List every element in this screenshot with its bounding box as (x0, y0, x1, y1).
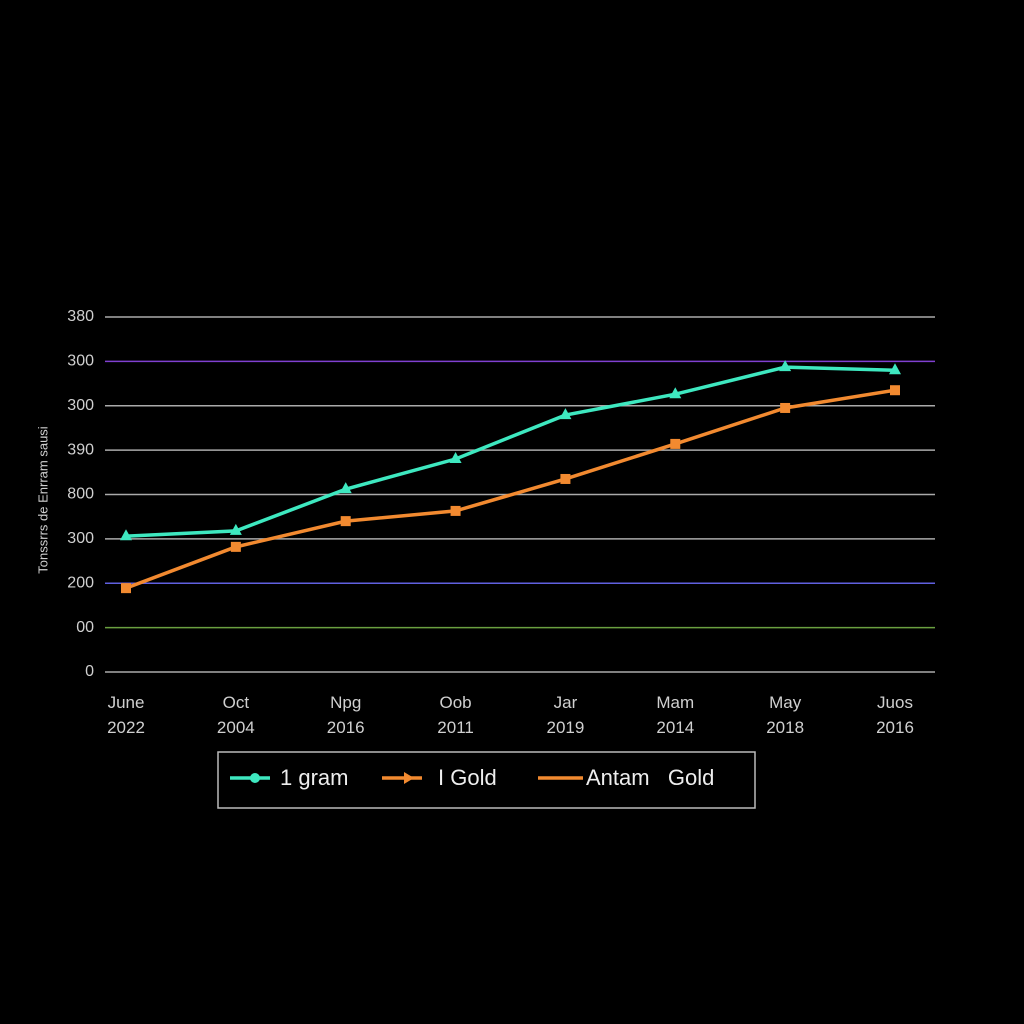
point-marker (230, 541, 241, 552)
point-marker (780, 402, 791, 413)
series-line (125, 365, 896, 538)
legend-label: I Gold (438, 765, 497, 790)
x-tick-label: May 2018 (766, 693, 805, 737)
x-tick-label: June 2022 (107, 693, 145, 737)
x-tick-label: Juos 2016 (876, 693, 914, 737)
x-tick-label: Npg 2016 (326, 693, 365, 737)
point-marker (450, 505, 461, 516)
y-tick-label: 0 (85, 663, 94, 680)
point-marker (121, 583, 131, 594)
y-axis-label: Tonssrrs de Enrram sausi (35, 426, 50, 573)
legend-label: 1 gram (280, 765, 348, 790)
y-tick-label: 390 (67, 441, 94, 458)
y-tick-label: 300 (67, 397, 94, 414)
x-tick-label: Oob 2011 (437, 693, 474, 737)
point-marker (340, 516, 351, 527)
point-marker (120, 529, 132, 541)
point-marker (670, 438, 681, 449)
point-marker (669, 387, 682, 399)
y-tick-label: 800 (67, 486, 94, 503)
y-tick-label: 300 (67, 530, 94, 547)
series-line (125, 388, 896, 590)
x-tick-label: Oct 2004 (216, 693, 255, 737)
point-marker (560, 473, 571, 484)
legend-marker (250, 773, 260, 783)
y-tick-label: 300 (67, 353, 94, 370)
legend-marker (404, 772, 414, 784)
point-marker (890, 385, 900, 396)
legend-box (217, 751, 756, 809)
point-marker (559, 408, 572, 420)
point-marker (339, 482, 352, 494)
y-tick-label: 380 (67, 308, 94, 325)
x-tick-label: Jar 2019 (546, 693, 585, 737)
point-marker (889, 363, 901, 375)
point-marker (229, 523, 242, 535)
point-marker (449, 452, 462, 463)
legend-label: Antam Gold (586, 765, 714, 790)
y-tick-label: 00 (76, 619, 94, 636)
point-marker (779, 360, 792, 372)
x-tick-label: Mam 2014 (656, 693, 695, 737)
y-tick-label: 200 (67, 574, 94, 591)
